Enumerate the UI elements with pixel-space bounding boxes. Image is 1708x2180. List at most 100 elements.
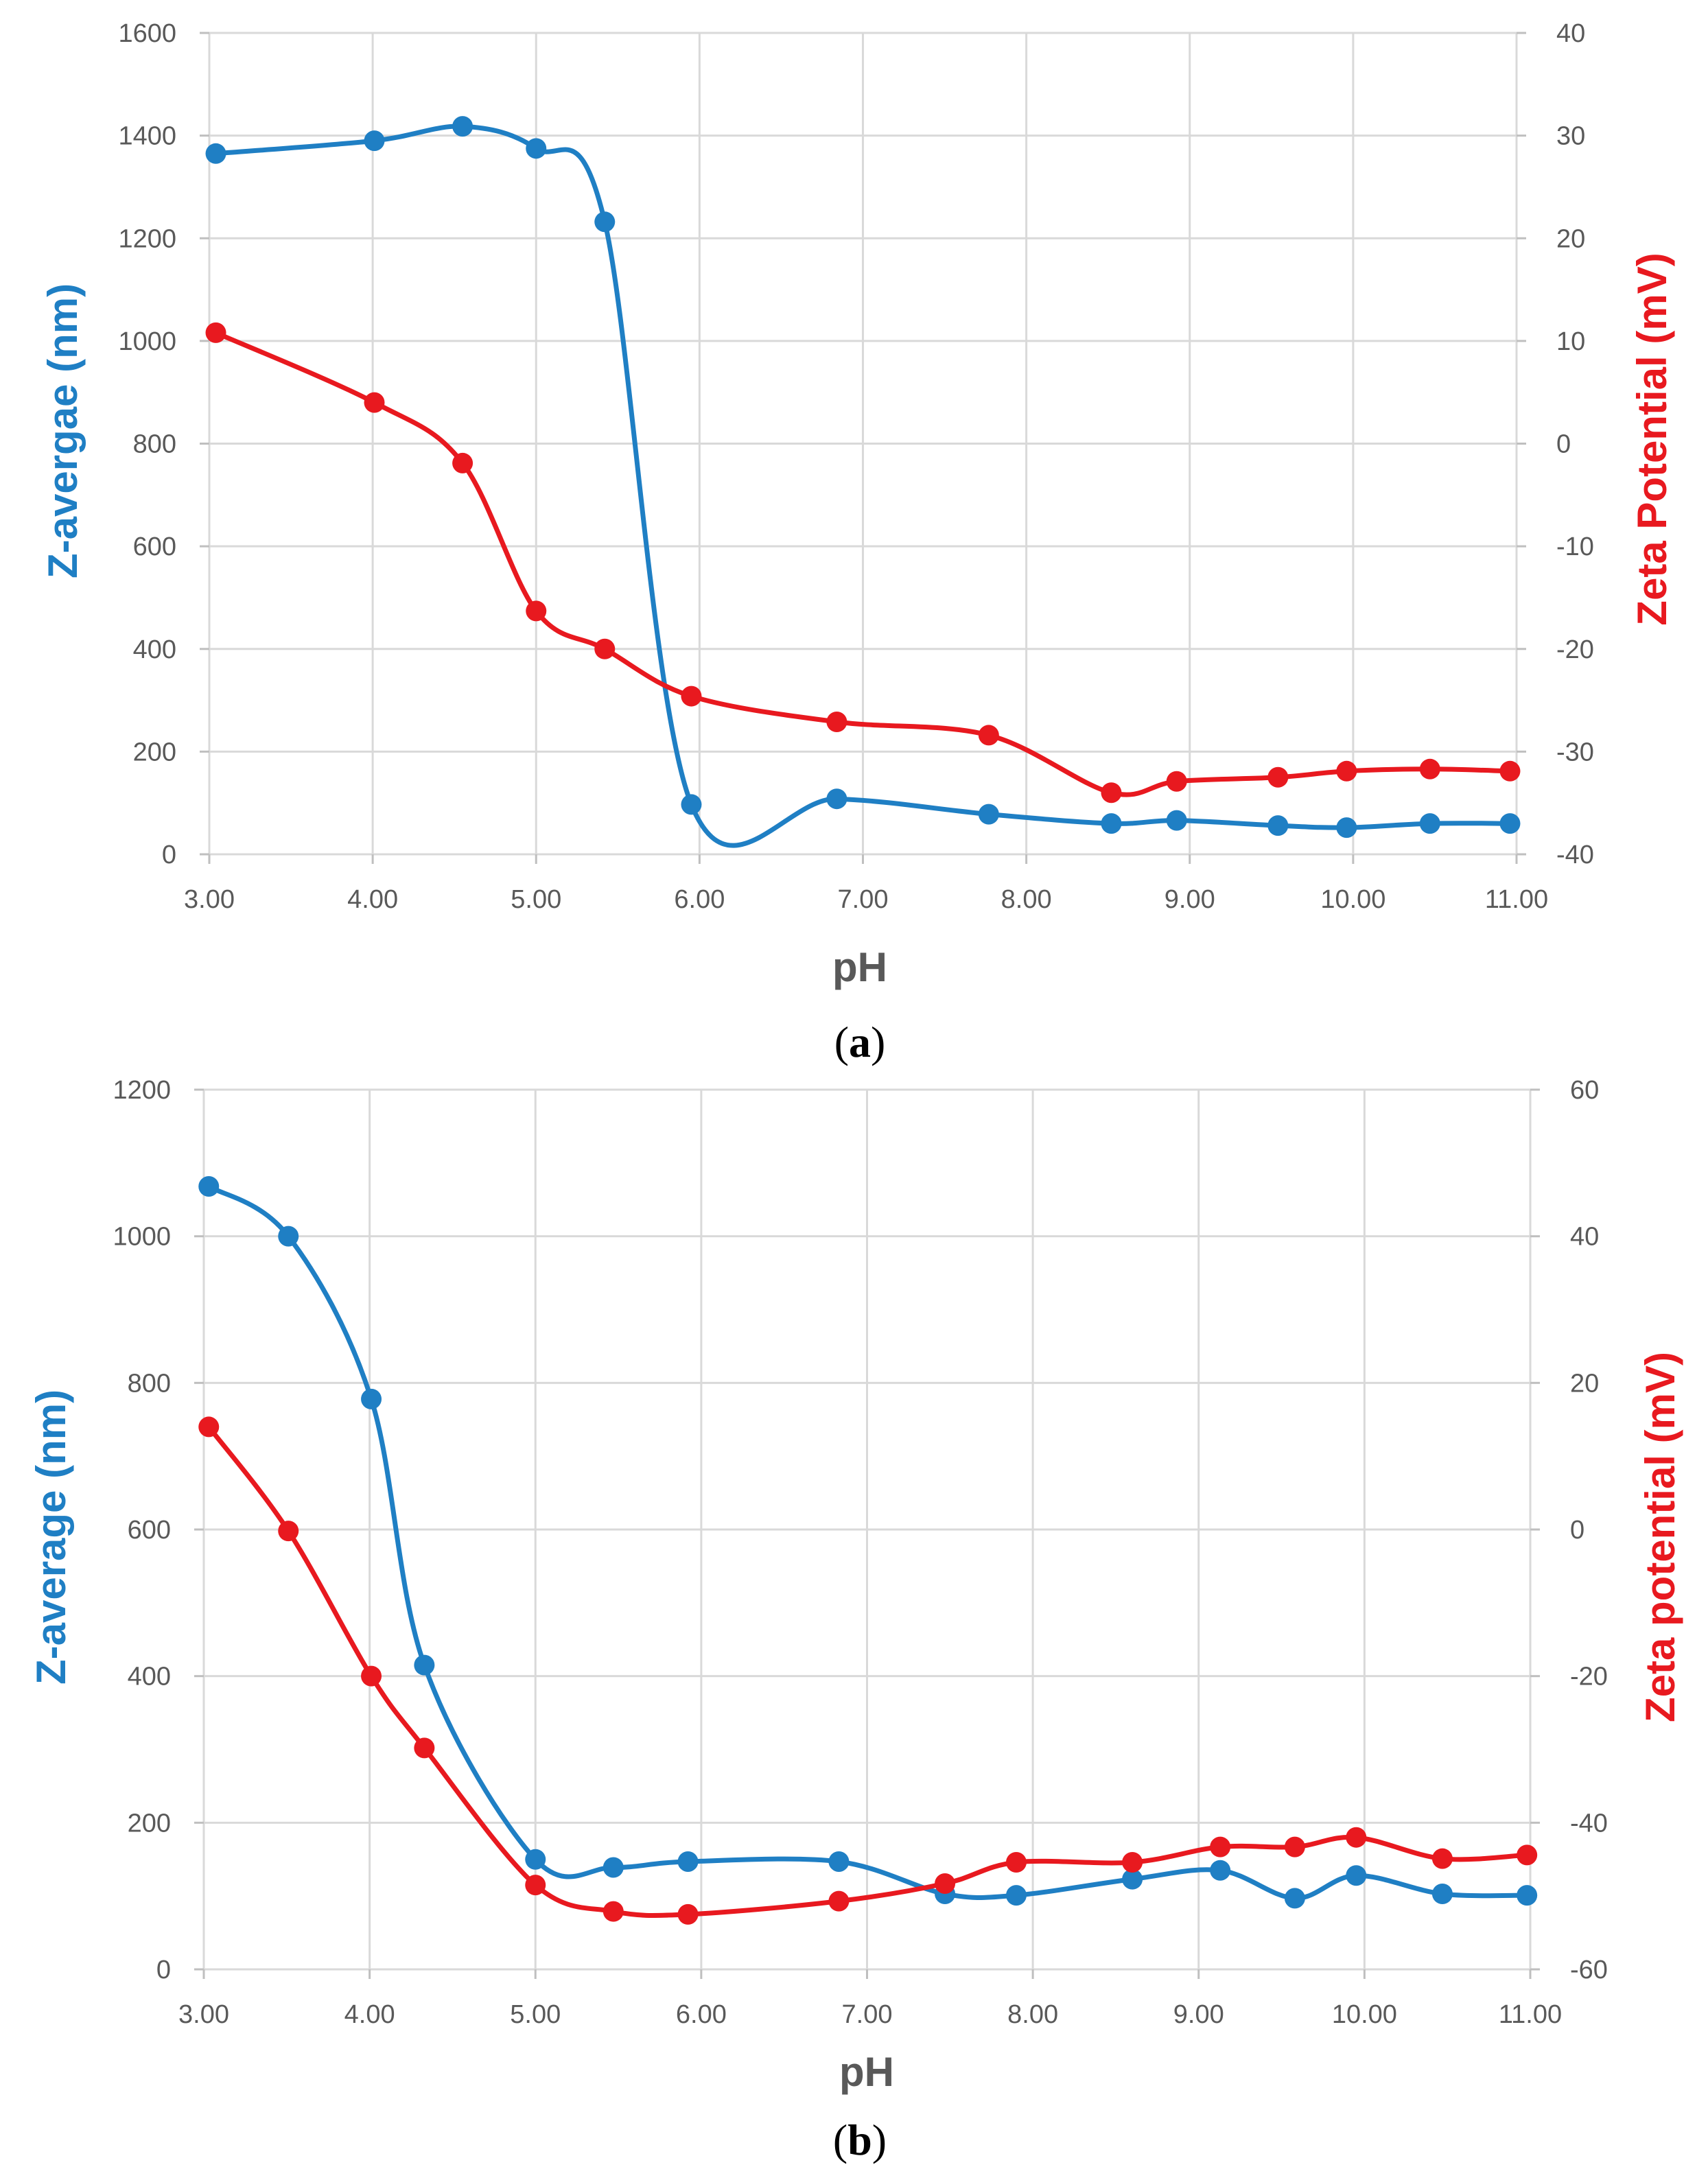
chart-a-zeta-point [826, 711, 847, 732]
chart-a-left-tick-label: 1200 [118, 224, 176, 253]
chart-a-zaverage-point [452, 116, 473, 137]
chart-b-zeta-point [525, 1875, 546, 1896]
chart-b-zeta-point [1431, 1848, 1453, 1869]
chart-b-right-tick-label: -40 [1570, 1809, 1608, 1838]
chart-a-zaverage-point [1166, 810, 1187, 831]
chart-a-right-tick-label: 0 [1556, 430, 1571, 459]
chart-a-zeta-point [1166, 771, 1187, 792]
chart-a-zeta-point [1267, 766, 1289, 788]
chart-b-right-tick-label: 60 [1570, 1076, 1599, 1105]
chart-a-left-tick-label: 200 [133, 738, 176, 766]
chart-b-left-tick-label: 400 [128, 1663, 171, 1691]
chart-b-zaverage-point [1210, 1860, 1231, 1881]
chart-a-x-tick-label: 4.00 [347, 885, 398, 914]
chart-b-left-tick-label: 0 [156, 1956, 171, 1984]
chart-b-x-axis-title: pH [839, 2049, 894, 2095]
chart-b-zaverage-point [1431, 1883, 1453, 1904]
chart-b-zaverage-point [361, 1388, 382, 1409]
chart-b-zaverage-point [1005, 1885, 1027, 1906]
chart-b-zaverage-point [278, 1226, 299, 1247]
chart-b-zaverage-point [1122, 1868, 1143, 1890]
chart-a-zaverage-point [826, 788, 847, 810]
chart-b-zeta-point [414, 1737, 435, 1759]
chart-a-x-tick-label: 7.00 [838, 885, 889, 914]
chart-a-left-tick-label: 0 [162, 841, 176, 869]
chart-a-zeta-point [1419, 758, 1440, 780]
chart-a-zeta-point [1336, 760, 1357, 782]
chart-b-x-tick-label: 8.00 [1007, 2000, 1058, 2029]
chart-a-zeta-point [681, 685, 702, 707]
chart-b-right-tick-label: 40 [1570, 1223, 1599, 1252]
chart-b-zaverage-point [603, 1857, 624, 1878]
chart-a-caption-letter: a [849, 1018, 871, 1066]
chart-a-zaverage-point [681, 794, 702, 815]
chart-b-caption: (b) [833, 2115, 887, 2164]
chart-a-right-tick-label: -40 [1556, 841, 1594, 869]
chart-b-right-tick-label: -60 [1570, 1956, 1608, 1984]
chart-b-left-tick-label: 200 [128, 1809, 171, 1838]
chart-a-x-tick-label: 6.00 [674, 885, 725, 914]
chart-b-ticks: 0 200 400 600 800 1000 1200 -60 -40 -20 0 20 40 60 3.0… [113, 1076, 1607, 2029]
chart-b-gridlines [194, 1088, 1540, 1979]
chart-b-zeta-point [677, 1903, 699, 1925]
chart-b: 0 200 400 600 800 1000 1200 -60 -40 -20 0 20 40 60 3.0… [28, 1076, 1683, 2164]
chart-a-x-tick-label: 10.00 [1320, 885, 1385, 914]
chart-b-zaverage-point [1517, 1885, 1538, 1906]
chart-a: 02004006008001000120014001600-40-30-20-1… [40, 19, 1675, 1066]
chart-b-zaverage-point [1346, 1865, 1367, 1886]
chart-a-zeta-point [526, 600, 547, 622]
chart-a-x-tick-label: 3.00 [184, 885, 235, 914]
chart-a-zaverage-point [526, 138, 547, 159]
chart-b-caption-letter: b [847, 2115, 872, 2164]
chart-b-zaverage-point [1284, 1888, 1305, 1909]
chart-b-zeta-point [1210, 1836, 1231, 1857]
chart-b-x-tick-label: 4.00 [344, 2000, 395, 2029]
chart-a-zaverage-point [1267, 815, 1289, 836]
chart-b-zeta-point [1284, 1836, 1305, 1857]
chart-a-caption: (a) [834, 1018, 886, 1066]
chart-b-zeta-point [828, 1890, 850, 1912]
chart-b-zaverage-point [198, 1176, 220, 1197]
chart-a-zaverage-point [1419, 813, 1440, 834]
chart-b-x-tick-label: 6.00 [676, 2000, 727, 2029]
chart-a-zaverage-point [978, 804, 999, 825]
chart-b-zeta-point [935, 1873, 956, 1895]
chart-b-x-tick-label: 10.00 [1332, 2000, 1397, 2029]
chart-b-left-axis-title: Z-average (nm) [28, 1390, 74, 1685]
chart-b-x-tick-label: 9.00 [1173, 2000, 1224, 2029]
chart-a-zaverage-point [594, 211, 616, 233]
chart-a-zeta-point [1499, 760, 1521, 782]
chart-b-x-tick-label: 3.00 [178, 2000, 229, 2029]
chart-a-zaverage-point [1101, 813, 1122, 834]
chart-a-right-axis-title: Zeta Potential (mV) [1629, 253, 1675, 625]
chart-b-left-tick-label: 800 [128, 1369, 171, 1398]
chart-a-left-tick-label: 1400 [118, 122, 176, 151]
chart-a-right-tick-label: 40 [1556, 19, 1585, 48]
chart-a-zaverage-point [364, 130, 385, 152]
chart-b-left-tick-label: 600 [128, 1516, 171, 1545]
chart-a-right-tick-label: -20 [1556, 635, 1594, 664]
chart-b-zeta-point [361, 1665, 382, 1687]
chart-b-zaverage-point [525, 1849, 546, 1870]
chart-b-right-tick-label: -20 [1570, 1663, 1608, 1691]
chart-b-zeta-point [1346, 1827, 1367, 1848]
chart-a-zeta-point [594, 638, 616, 659]
chart-a-x-tick-label: 9.00 [1165, 885, 1215, 914]
chart-b-left-tick-label: 1000 [113, 1223, 171, 1252]
chart-a-zeta-point [978, 725, 999, 746]
chart-b-series [198, 1176, 1538, 1925]
chart-a-left-tick-label: 1600 [118, 19, 176, 48]
chart-a-zaverage-line [213, 124, 1512, 848]
chart-b-left-tick-label: 1200 [113, 1076, 171, 1105]
chart-a-right-tick-label: -10 [1556, 532, 1594, 561]
chart-a-gridlines [200, 32, 1526, 864]
chart-a-left-tick-label: 1000 [118, 327, 176, 356]
chart-a-left-tick-label: 600 [133, 532, 176, 561]
chart-a-left-tick-label: 400 [133, 635, 176, 664]
chart-b-right-tick-label: 0 [1570, 1516, 1584, 1545]
chart-a-right-tick-label: 30 [1556, 122, 1585, 151]
chart-b-x-tick-label: 11.00 [1499, 2000, 1562, 2029]
chart-a-right-tick-label: 10 [1556, 327, 1585, 356]
chart-a-right-tick-label: -30 [1556, 738, 1594, 766]
